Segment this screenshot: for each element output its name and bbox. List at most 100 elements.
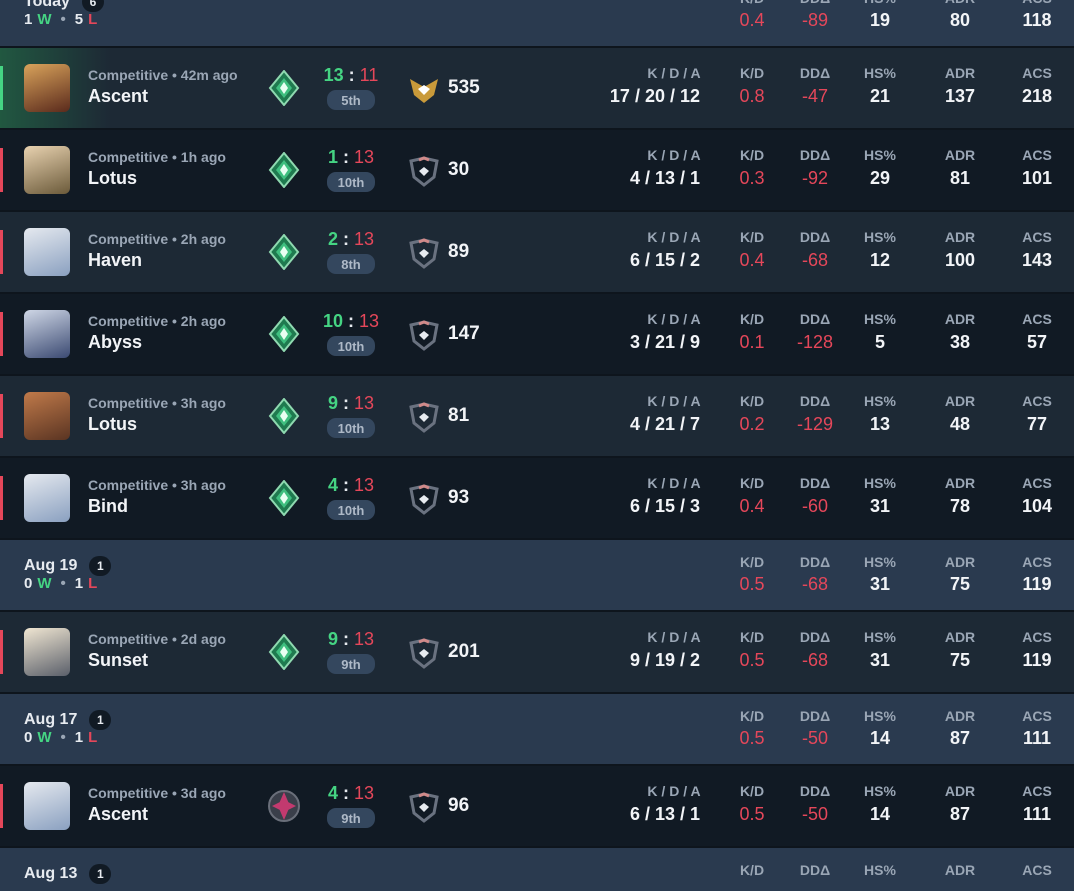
score-separator: : [342, 475, 349, 495]
placement: 10th [327, 500, 375, 520]
stat-label: DDΔ [800, 0, 830, 6]
separator: • [60, 729, 66, 746]
kda-label: K / D / A [647, 475, 701, 491]
match-row[interactable]: Competitive • 3h ago Bind 4:13 10th 93 K / D … [0, 458, 1074, 538]
match-count: 6 [81, 0, 104, 12]
win-loss: 0 W • 1 L [24, 575, 97, 592]
stat-value: 78 [949, 496, 971, 516]
map-name: Bind [88, 496, 128, 516]
stat-value: 101 [1021, 168, 1053, 188]
stat-label: ACS [1022, 311, 1052, 327]
rr-icon [409, 792, 439, 823]
team-score: 4 [327, 783, 338, 803]
stat-label: HS% [864, 554, 896, 570]
placement: 10th [327, 172, 375, 192]
stat-label: HS% [864, 393, 896, 409]
match-count: 1 [89, 556, 112, 576]
stat-label: HS% [864, 0, 896, 6]
win-loss: 1 W • 5 L [24, 11, 97, 28]
team-score: 4 [327, 475, 338, 495]
match-row[interactable]: Competitive • 3d ago Ascent 4:13 9th 96 K / D… [0, 766, 1074, 846]
day-header: Aug 17 1 0 W • 1 L K/D 0.5 DDΔ -50 HS% 14 ADR 87 ACS 111 [0, 694, 1074, 764]
mode-time: Competitive • 2h ago [88, 231, 226, 247]
stat-value: 75 [949, 574, 971, 594]
map-name: Ascent [88, 804, 149, 824]
day-date: Aug 13 [24, 865, 78, 882]
losses: 5 [74, 11, 84, 28]
stat-label: ADR [944, 554, 976, 570]
match-row[interactable]: Competitive • 2h ago Haven 2:13 8th 89 K / D … [0, 212, 1074, 292]
enemy-score: 13 [353, 475, 375, 495]
stat-value: 12 [869, 250, 891, 270]
stat-value: 80 [949, 10, 971, 30]
rank-icon [268, 234, 300, 270]
kda-value: 4 / 21 / 7 [629, 414, 700, 434]
stat-label: HS% [864, 475, 896, 491]
stat-value: 104 [1021, 496, 1053, 516]
match-row[interactable]: Competitive • 2d ago Sunset 9:13 9th 201 K / … [0, 612, 1074, 692]
map-name: Haven [88, 250, 143, 270]
stat-value: 143 [1021, 250, 1053, 270]
rank-icon [268, 790, 300, 822]
agent-avatar [24, 64, 70, 112]
result-bar [0, 630, 3, 674]
kda-value: 17 / 20 / 12 [609, 86, 700, 106]
stat-label: K/D [739, 393, 765, 409]
rr-value: 30 [448, 159, 470, 180]
stat-value: 0.5 [739, 728, 765, 748]
stat-label: ADR [944, 783, 976, 799]
score-separator: : [342, 629, 349, 649]
stat-label: ADR [944, 475, 976, 491]
enemy-score: 13 [353, 147, 375, 167]
rank-icon [268, 398, 300, 434]
stat-value: 87 [949, 804, 971, 824]
mode-time: Competitive • 3h ago [88, 477, 226, 493]
kda-label: K / D / A [647, 311, 701, 327]
win-label: W [37, 11, 52, 28]
stat-value: 0.5 [739, 804, 765, 824]
stat-label: DDΔ [799, 311, 831, 327]
stat-label: HS% [864, 708, 896, 724]
team-score: 9 [327, 629, 338, 649]
rr-value: 81 [448, 405, 470, 426]
match-row[interactable]: Competitive • 3h ago Lotus 9:13 10th 81 K / D… [0, 376, 1074, 456]
stat-label: ADR [944, 629, 976, 645]
match-count: 1 [89, 710, 112, 730]
stat-value: 137 [944, 86, 976, 106]
stat-label: ACS [1022, 629, 1052, 645]
placement: 8th [327, 254, 375, 274]
separator: • [60, 575, 66, 592]
stat-label: HS% [864, 65, 896, 81]
agent-avatar [24, 310, 70, 358]
result-bar [0, 148, 3, 192]
stat-label: ADR [944, 65, 976, 81]
stat-label: ACS [1022, 783, 1052, 799]
stat-value: 5 [874, 332, 886, 352]
agent-avatar [24, 392, 70, 440]
score: 4:13 [328, 475, 374, 496]
team-score: 9 [327, 393, 338, 413]
day-header: Today 6 1W • 5L K/D 0.4 DDΔ -89 HS% 19 ADR 80 ACS 118 [0, 0, 1074, 46]
match-row[interactable]: Competitive • 42m ago Ascent 13:11 5th 535 K … [0, 48, 1074, 128]
stat-value: -60 [801, 496, 829, 516]
stat-label: DDΔ [799, 65, 831, 81]
stat-label: HS% [864, 862, 896, 878]
rr-icon [409, 638, 439, 669]
stat-label: DDΔ [799, 708, 831, 724]
rr-value: 535 [448, 77, 480, 98]
loss-label: L [88, 729, 98, 746]
match-row[interactable]: Competitive • 2h ago Abyss 10:13 10th 147 K /… [0, 294, 1074, 374]
kda-value: 6 / 15 / 3 [629, 496, 700, 516]
rr-icon [409, 320, 439, 351]
mode-time: Competitive • 2h ago [88, 313, 226, 329]
match-row[interactable]: Competitive • 1h ago Lotus 1:13 10th 30 K / D… [0, 130, 1074, 210]
result-bar [0, 66, 3, 110]
result-bar [0, 394, 3, 438]
rank-icon [268, 480, 300, 516]
stat-label: DDΔ [799, 229, 831, 245]
stat-value: -89 [801, 10, 829, 30]
stat-value: 0.1 [739, 332, 765, 352]
match-count: 1 [89, 864, 112, 884]
stat-value: 77 [1026, 414, 1048, 434]
stat-value: -47 [801, 86, 829, 106]
